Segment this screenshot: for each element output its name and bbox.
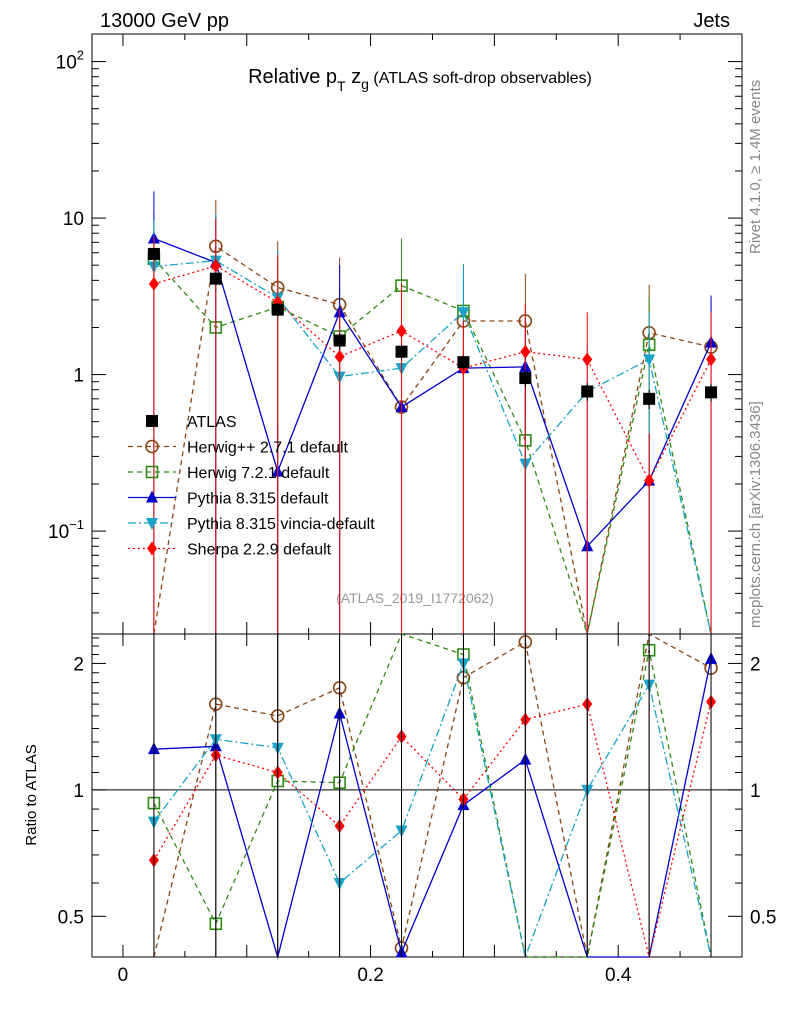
side-label-top: Rivet 4.1.0, ≥ 1.4M events	[747, 80, 764, 254]
data-point	[147, 247, 160, 260]
data-point	[705, 386, 718, 399]
ratio-series-pythia-8-315-default	[147, 634, 718, 960]
chart-title-sub-t: T	[337, 78, 346, 94]
ratio-line	[153, 661, 712, 960]
legend-entry: Pythia 8.315 vincia-default	[128, 516, 375, 533]
data-point	[334, 349, 345, 364]
legend-label: ATLAS	[187, 414, 237, 431]
y-tick-label: 102	[56, 48, 84, 74]
data-point	[519, 372, 532, 385]
data-point	[209, 272, 222, 285]
legend-entry: ATLAS	[146, 414, 237, 431]
series-pythia-8-315-default	[147, 191, 718, 634]
data-point	[643, 354, 656, 367]
data-point	[395, 345, 408, 358]
data-point	[333, 334, 346, 347]
data-point	[271, 303, 284, 316]
ratio-y-tick-label-right: 0.5	[750, 907, 776, 928]
x-tick-label: 0.4	[605, 965, 632, 986]
x-tick-label: 0.2	[357, 965, 383, 986]
legend-marker	[145, 439, 159, 454]
chart-title-sub-g: g	[361, 76, 369, 92]
legend: ATLAS Herwig++ 2.7.1 default Herwig 7.2.1 …	[128, 414, 375, 559]
series-line	[153, 265, 712, 483]
ratio-line	[153, 633, 712, 958]
legend-entry: Herwig++ 2.7.1 default	[128, 440, 349, 457]
series-line	[153, 245, 712, 635]
legend-marker	[146, 518, 158, 530]
legend-marker	[146, 490, 158, 503]
legend-label: Herwig++ 2.7.1 default	[187, 440, 349, 457]
data-point	[457, 356, 470, 369]
y-tick-base: 10	[56, 53, 77, 74]
legend-marker	[146, 415, 158, 427]
data-point	[457, 307, 470, 320]
data-point	[643, 392, 656, 405]
legend-label: Herwig 7.2.1 default	[187, 465, 330, 482]
legend-marker	[147, 541, 157, 556]
data-point	[582, 352, 593, 367]
series-line	[153, 258, 712, 637]
series-atlas	[147, 247, 718, 410]
x-tick-label: 0	[118, 965, 129, 986]
ratio-y-tick-label-right: 1	[750, 781, 761, 802]
legend-entry: Herwig 7.2.1 default	[128, 465, 330, 482]
data-point	[210, 258, 221, 273]
ratio-series-herwig-2-7-1-default	[153, 633, 718, 958]
data-point	[396, 323, 407, 338]
header-right: Jets	[693, 10, 730, 32]
legend-marker	[145, 465, 159, 479]
y-tick-label: 10−1	[48, 517, 84, 543]
legend-label: Sherpa 2.2.9 default	[187, 542, 332, 559]
ratio-y-tick-label: 2	[73, 654, 84, 675]
data-point	[644, 473, 655, 488]
y-tick-label: 1	[73, 366, 84, 387]
side-label-bottom: mcplots.cern.ch [arXiv:1306.3436]	[747, 401, 764, 628]
header-left: 13000 GeV pp	[100, 10, 229, 32]
y-tick-label: 10	[63, 209, 84, 230]
chart-title-z: z	[346, 66, 362, 88]
ratio-frame	[91, 633, 743, 958]
legend-entry: Sherpa 2.2.9 default	[128, 541, 332, 559]
y-tick-exp: 2	[77, 48, 84, 63]
series-line	[153, 237, 712, 548]
ratio-line	[153, 658, 712, 960]
data-point	[581, 385, 594, 398]
data-point	[148, 276, 159, 291]
ratio-panel: 0 0.2 0.4 0.5 0.5 1 1 2 2	[58, 633, 776, 986]
series-herwig-2-7-1-default	[153, 199, 718, 635]
chart-title-paren: (ATLAS soft-drop observables)	[369, 70, 592, 87]
legend-label: Pythia 8.315 default	[187, 491, 329, 508]
ratio-line	[153, 701, 712, 958]
data-point	[520, 344, 531, 359]
chart-title-main: Relative p	[248, 66, 337, 88]
ratio-y-tick-label: 0.5	[58, 907, 84, 928]
ratio-series-atlas	[153, 634, 712, 957]
chart-title: Relative pT zg (ATLAS soft-drop observab…	[248, 66, 592, 94]
ratio-series-herwig-7-2-1-default	[147, 633, 712, 958]
y-tick-exp: −1	[69, 517, 84, 532]
data-point	[706, 352, 717, 367]
ratio-y-tick-label: 1	[73, 781, 84, 802]
series-line	[153, 259, 712, 635]
analysis-label: (ATLAS_2019_I1772062)	[336, 590, 494, 606]
y-tick-base: 10	[48, 522, 69, 543]
ratio-ylabel: Ratio to ATLAS	[23, 744, 40, 845]
ratio-line	[153, 633, 712, 958]
ratio-series-pythia-8-315-vincia-default	[147, 634, 712, 960]
ratio-y-tick-label-right: 2	[750, 654, 761, 675]
legend-entry: Pythia 8.315 default	[128, 490, 329, 508]
legend-label: Pythia 8.315 vincia-default	[187, 516, 375, 533]
ratio-series-sherpa-2-2-9-default	[148, 634, 717, 958]
